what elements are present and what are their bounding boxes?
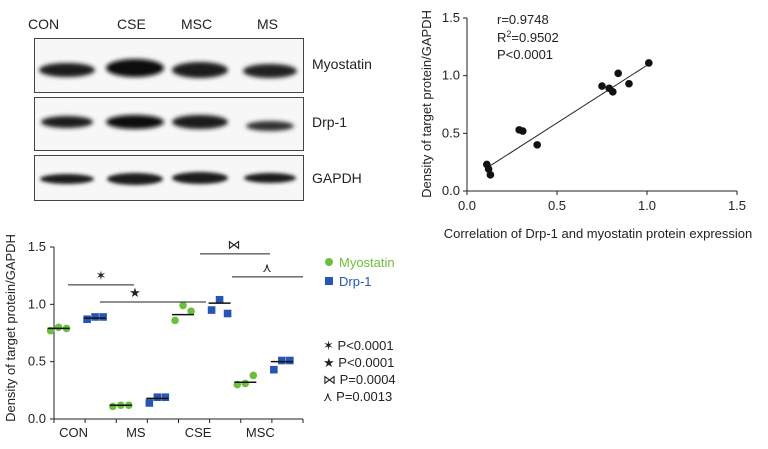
dot-y-tick-label: 0.5 xyxy=(28,354,46,369)
lane-label-msc: MSC xyxy=(181,16,213,32)
dot-point-myostatin xyxy=(187,307,195,316)
sigkey-row-1: ✶ P<0.0001 xyxy=(323,338,394,354)
corr-x-tick-label: 0.0 xyxy=(458,198,476,213)
sig-symbol: ⋏ xyxy=(262,261,272,276)
corr-point xyxy=(486,171,495,179)
dot-point-drp-1 xyxy=(223,309,232,318)
corr-point xyxy=(625,79,633,88)
sigkey-row-4: ⋏ P=0.0013 xyxy=(323,389,392,405)
blot-label-gapdh: GAPDH xyxy=(312,170,362,186)
blot-gapdh xyxy=(34,155,304,201)
legend-label-myostatin: Myostatin xyxy=(339,255,395,270)
corr-y-tick-label: 1.5 xyxy=(442,10,460,25)
dot-x-tick-label: CSE xyxy=(185,425,212,440)
corr-stat-r2-base: R xyxy=(497,30,506,45)
corr-dynamic-layer: 0.0 0.5 1.0 1.5 0.0 0.5 1.0 1.5 xyxy=(442,10,746,213)
legend-marker-myostatin xyxy=(325,258,333,266)
corr-point xyxy=(609,88,617,96)
dot-ylabel: Density of target protein/GAPDH xyxy=(3,234,18,422)
sig-symbol: ⋈ xyxy=(228,238,241,253)
dotplot-chart: Density of target protein/GAPDH 0.0 0.5 1.… xyxy=(3,234,395,440)
corr-stat-p: P<0.0001 xyxy=(497,47,553,62)
blot-label-myostatin: Myostatin xyxy=(312,56,372,72)
corr-point xyxy=(614,69,622,78)
legend-marker-drp1 xyxy=(325,277,333,285)
sig-symbol: ★ xyxy=(129,286,141,301)
blot-myostatin xyxy=(34,38,304,93)
corr-stat-r2: R2=0.9502 xyxy=(497,29,559,45)
dot-point-drp-1 xyxy=(278,356,286,365)
lane-label-con: CON xyxy=(28,16,60,32)
corr-y-tick-label: 0.5 xyxy=(442,125,460,140)
dot-x-tick-label: MSC xyxy=(246,425,275,440)
corr-stat-r2-value: =0.9502 xyxy=(511,30,558,45)
dot-point-drp-1 xyxy=(91,313,99,321)
corr-point xyxy=(484,165,493,173)
dot-point-drp-1 xyxy=(153,393,162,402)
corr-xlabel: Correlation of Drp-1 and myostatin prote… xyxy=(444,226,753,241)
dot-point-myostatin xyxy=(249,371,258,380)
correlation-chart: Density of target protein/GAPDH Correlat… xyxy=(419,10,752,241)
corr-y-tick-label: 1.0 xyxy=(442,68,460,83)
sigkey-text-3: P=0.0004 xyxy=(339,372,396,387)
corr-stat-r2-sup: 2 xyxy=(506,29,511,39)
dot-dynamic-layer: 0.0 0.5 1.0 1.5 CON MS CSE MSC ✶ ★ ⋈ ⋏ xyxy=(28,238,304,440)
blot-drp1 xyxy=(34,97,304,151)
corr-ylabel: Density of target protein/GAPDH xyxy=(419,10,434,198)
corr-point xyxy=(533,141,541,149)
blot-label-drp1: Drp-1 xyxy=(312,114,348,130)
dot-point-drp-1 xyxy=(83,315,91,324)
lane-label-cse: CSE xyxy=(117,16,146,32)
corr-point xyxy=(645,59,653,67)
dot-x-tick-label: MS xyxy=(126,425,146,440)
dot-point-myostatin xyxy=(241,379,250,388)
corr-point xyxy=(598,82,606,90)
sigkey-symbol-3: ⋈ xyxy=(323,372,336,387)
dot-point-myostatin xyxy=(179,301,187,310)
dot-point-myostatin xyxy=(109,402,117,411)
sigkey-symbol-4: ⋏ xyxy=(323,389,333,404)
lane-label-ms: MS xyxy=(257,16,278,32)
dot-point-drp-1 xyxy=(286,356,294,365)
sigkey-symbol-1: ✶ xyxy=(323,338,334,353)
sigkey-row-2: ★ P<0.0001 xyxy=(323,355,394,371)
dot-point-drp-1 xyxy=(215,295,224,304)
sigkey-symbol-2: ★ xyxy=(323,355,335,370)
dot-y-tick-label: 1.5 xyxy=(28,239,46,254)
corr-y-tick-label: 0.0 xyxy=(442,183,460,198)
dot-point-drp-1 xyxy=(145,399,154,407)
sig-symbol: ✶ xyxy=(96,269,107,284)
sigkey-text-4: P=0.0013 xyxy=(336,389,393,404)
sigkey-row-3: ⋈ P=0.0004 xyxy=(323,372,396,388)
corr-point xyxy=(519,127,527,135)
dot-point-myostatin xyxy=(171,316,179,325)
corr-fit-line xyxy=(486,63,650,169)
corr-x-tick-label: 0.5 xyxy=(548,198,566,213)
corr-stat-r: r=0.9748 xyxy=(497,12,549,27)
dot-point-myostatin xyxy=(54,323,63,332)
dot-point-drp-1 xyxy=(270,365,278,374)
legend-label-drp1: Drp-1 xyxy=(339,274,372,289)
dot-point-drp-1 xyxy=(161,393,170,402)
dot-y-tick-label: 1.0 xyxy=(28,296,46,311)
dot-point-drp-1 xyxy=(207,306,216,314)
dot-point-drp-1 xyxy=(99,313,107,321)
sigkey-text-1: P<0.0001 xyxy=(337,338,394,353)
dot-y-tick-label: 0.0 xyxy=(28,411,46,426)
sigkey-text-2: P<0.0001 xyxy=(338,355,395,370)
dot-x-tick-label: CON xyxy=(59,425,88,440)
corr-x-tick-label: 1.5 xyxy=(728,198,746,213)
corr-x-tick-label: 1.0 xyxy=(638,198,656,213)
